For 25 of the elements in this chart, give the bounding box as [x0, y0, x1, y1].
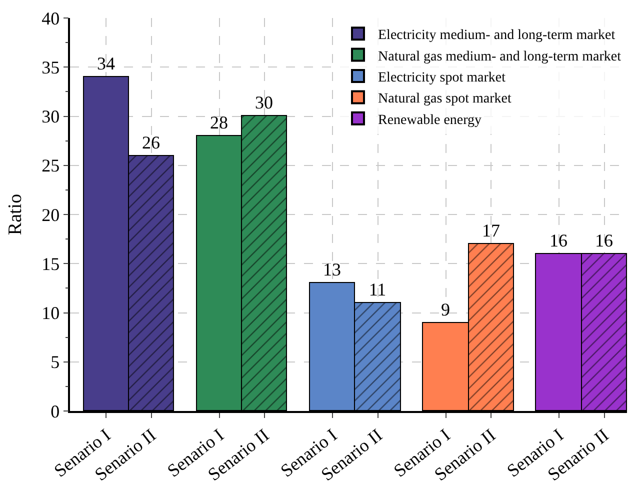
y-tick-label: 10	[42, 303, 60, 324]
data-label: 13	[323, 260, 341, 280]
y-tick-label: 40	[42, 8, 60, 28]
y-tick-label: 20	[42, 204, 60, 225]
legend-label: Renewable energy	[378, 112, 482, 128]
data-label: 34	[97, 54, 115, 74]
data-label: 11	[368, 280, 386, 300]
y-tick-label: 5	[50, 352, 60, 372]
legend-label: Electricity spot market	[378, 70, 506, 86]
data-label: 28	[210, 112, 228, 132]
data-label: 26	[142, 132, 160, 152]
legend-label: Natural gas medium- and long-term market	[378, 49, 622, 64]
y-tick-label: 35	[42, 57, 60, 78]
legend-label: Natural gas spot market	[378, 92, 512, 107]
data-label: 17	[482, 220, 500, 240]
y-tick-label: 15	[42, 254, 60, 274]
legend-label: Electricity medium- and long-term market	[378, 28, 616, 44]
data-label: 16	[550, 230, 568, 250]
y-tick-label: 25	[42, 156, 60, 176]
data-label: 30	[255, 92, 273, 112]
y-tick-label: 30	[42, 106, 60, 127]
y-tick-label: 0	[50, 401, 60, 422]
data-label: 16	[595, 230, 613, 250]
y-axis-title: Ratio	[5, 194, 26, 236]
data-label: 9	[441, 300, 450, 320]
